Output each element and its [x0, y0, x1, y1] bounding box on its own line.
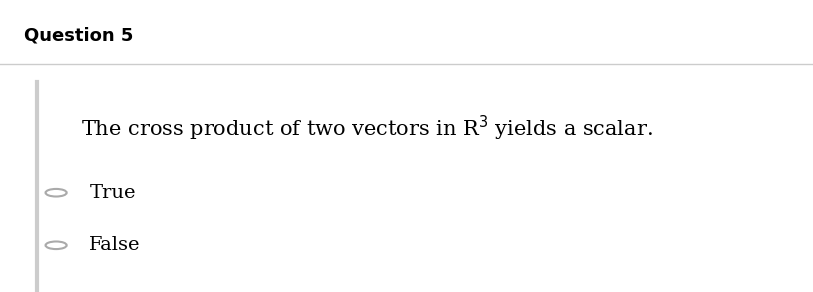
- Text: The cross product of two vectors in R$^{3}$ yields a scalar.: The cross product of two vectors in R$^{…: [81, 114, 653, 143]
- Text: True: True: [89, 184, 136, 202]
- Text: Question 5: Question 5: [24, 26, 134, 44]
- Text: False: False: [89, 236, 141, 254]
